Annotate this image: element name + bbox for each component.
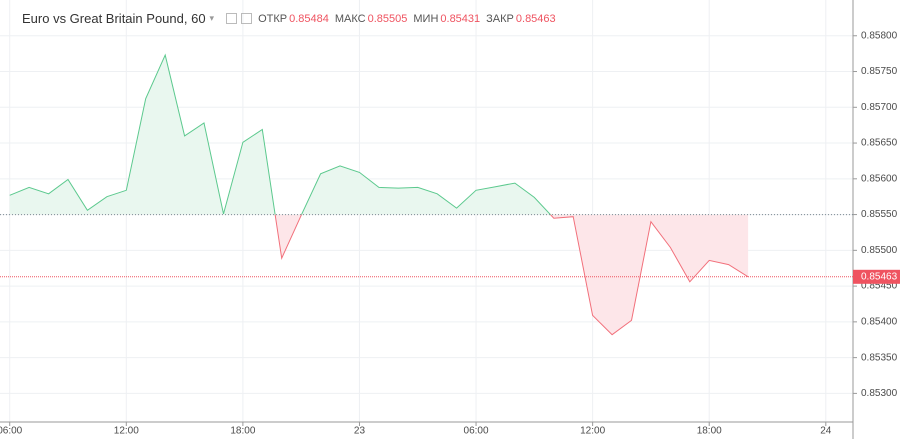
y-tick-label: 0.85500 bbox=[861, 245, 898, 256]
x-tick-label: 06:00 bbox=[0, 426, 23, 437]
price-label-box bbox=[853, 269, 900, 284]
dropdown[interactable]: ▾ bbox=[209, 13, 215, 23]
ohlc-value: 0.85505 bbox=[367, 12, 408, 25]
price-label: 0.85463 bbox=[861, 271, 898, 282]
ohlc-value: 0.85484 bbox=[289, 12, 329, 25]
x-tick-label: 23 bbox=[354, 426, 366, 437]
area-up bbox=[9, 55, 749, 215]
legend-header: Euro vs Great Britain Pound, 60 ▾ ОТКР 0.… bbox=[22, 11, 556, 26]
y-tick-label: 0.85400 bbox=[861, 317, 898, 328]
ohlc-key: ЗАКР bbox=[486, 12, 514, 25]
ohlc-value: 0.85431 bbox=[440, 12, 481, 25]
y-tick-label: 0.85550 bbox=[861, 209, 898, 220]
y-tick-label: 0.85300 bbox=[861, 388, 898, 399]
y-tick-label: 0.85600 bbox=[861, 173, 898, 184]
y-tick-label: 0.85450 bbox=[861, 281, 898, 292]
chart-title: Euro vs Great Britain Pound, 60 bbox=[22, 11, 206, 26]
line-up bbox=[9, 53, 552, 215]
y-tick-label: 0.85650 bbox=[861, 138, 898, 149]
x-tick-label: 06:00 bbox=[464, 426, 489, 437]
y-tick-label: 0.85750 bbox=[861, 66, 898, 77]
line-down bbox=[274, 214, 749, 336]
y-tick-label: 0.85700 bbox=[861, 102, 898, 113]
ohlc: ОТКР 0.85484 МАКС 0.85505 МИН 0.85431 ЗАКР 0.85… bbox=[252, 13, 556, 25]
ohlc-key: ОТКР bbox=[258, 12, 288, 25]
x-tick-label: 18:00 bbox=[230, 426, 255, 437]
icon[interactable] bbox=[226, 13, 238, 24]
area-down bbox=[275, 214, 749, 335]
y-tick-label: 0.85800 bbox=[861, 30, 898, 41]
ohlc-key: МАКС bbox=[334, 12, 366, 25]
y-tick-label: 0.85350 bbox=[861, 352, 898, 363]
x-tick-label: 24 bbox=[820, 426, 832, 437]
ohlc-value: 0.85463 bbox=[515, 12, 556, 25]
x-tick-label: 12:00 bbox=[580, 426, 605, 437]
x-tick-label: 18:00 bbox=[697, 426, 722, 437]
ohlc-key: МИН bbox=[413, 12, 439, 25]
x-tick-label: 12:00 bbox=[114, 426, 139, 437]
icon[interactable] bbox=[241, 13, 253, 24]
